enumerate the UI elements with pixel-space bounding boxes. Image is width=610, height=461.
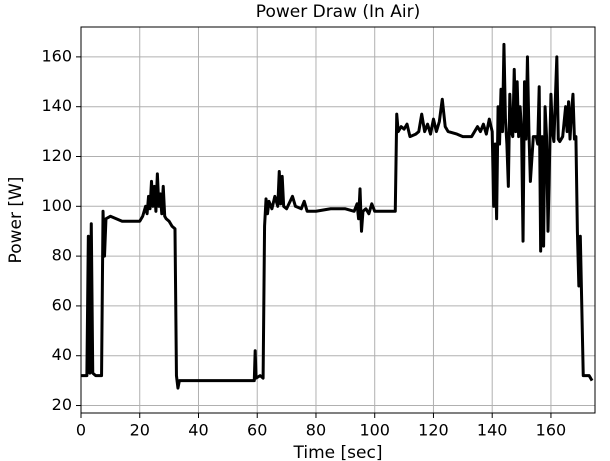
x-tick-label: 20	[130, 421, 150, 440]
y-tick-label: 40	[52, 345, 72, 364]
y-tick-label: 20	[52, 395, 72, 414]
x-axis-label: Time [sec]	[293, 443, 383, 461]
x-tick-label: 160	[536, 421, 567, 440]
y-tick-label: 160	[41, 46, 72, 65]
x-tick-label: 120	[418, 421, 449, 440]
data-line	[81, 42, 594, 390]
x-tick-label: 0	[76, 421, 86, 440]
x-tick-label: 40	[188, 421, 208, 440]
y-tick-label: 60	[52, 295, 72, 314]
y-tick-label: 80	[52, 246, 72, 265]
y-axis-label: Power [W]	[6, 177, 26, 264]
x-tick-label: 100	[359, 421, 390, 440]
x-tick-label: 140	[477, 421, 508, 440]
y-tick-label: 140	[41, 96, 72, 115]
chart-title: Power Draw (In Air)	[256, 2, 420, 22]
x-tick-label: 60	[247, 421, 267, 440]
x-tick-label: 80	[306, 421, 326, 440]
y-tick-label: 100	[41, 196, 72, 215]
plot-frame	[80, 26, 596, 414]
y-tick-label: 120	[41, 146, 72, 165]
